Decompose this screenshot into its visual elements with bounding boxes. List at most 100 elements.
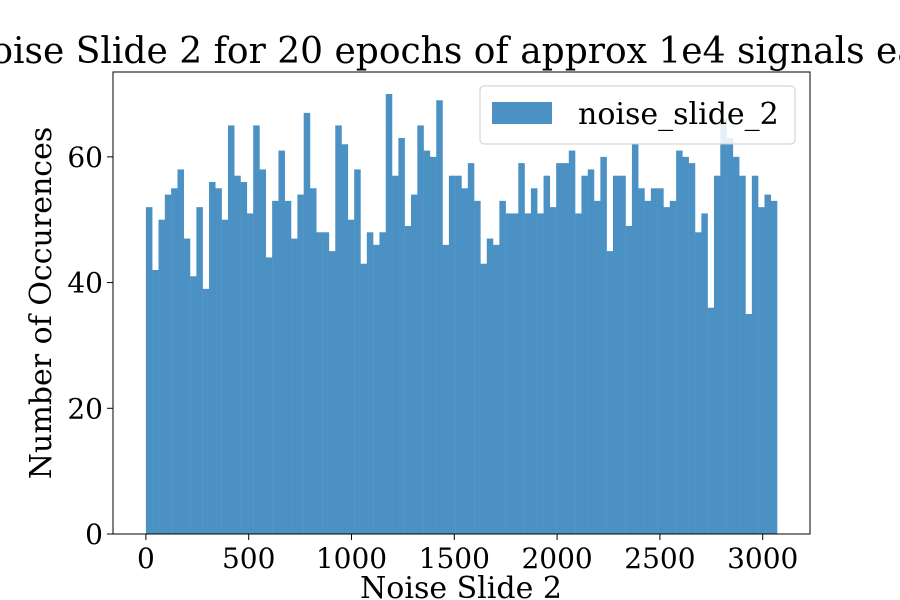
histogram-bar [303,112,311,535]
histogram-bar [196,207,203,534]
histogram-bar [726,138,734,534]
histogram-bar [316,232,323,535]
histogram-bar [373,244,380,535]
histogram-bar [360,263,368,534]
histogram-bar [436,100,443,534]
histogram-bar [152,270,159,534]
histogram-bar [562,163,569,534]
histogram-bar [328,251,336,534]
histogram-bar [663,207,670,534]
histogram-bar [695,232,702,535]
histogram-bar [676,150,683,534]
legend-box [479,85,796,145]
histogram-bar [650,188,658,535]
histogram-bar [631,144,639,535]
histogram-bar [265,257,273,534]
histogram-bar [606,251,614,534]
x-tick-label: 1000 [316,542,387,575]
histogram-bar [568,150,576,534]
histogram-bar [259,169,267,534]
histogram-bar [764,194,771,534]
histogram-bar [669,200,677,535]
histogram-bar [221,219,229,534]
histogram-bar [619,175,626,534]
histogram-bar [423,150,431,534]
x-tick-label: 2500 [624,542,695,575]
bars-group [145,94,778,535]
histogram-bar [499,200,506,535]
legend-label: noise_slide_2 [578,97,779,132]
histogram-bar [291,238,298,534]
histogram-bar [745,314,753,534]
histogram-bar [455,175,462,534]
histogram-bar [644,200,652,535]
y-axis-label: Number of Occurences [24,127,59,479]
histogram-bar [278,150,285,534]
histogram-bar [417,125,424,535]
histogram-bar [145,207,153,534]
x-tick-label: 2000 [521,542,592,575]
x-axis-ticks: 0 500 1000 1500 2000 2500 3000 [137,534,798,575]
histogram-bar [335,125,342,535]
histogram-bar [461,188,469,535]
histogram-bar [587,169,595,534]
histogram-bar [215,188,222,535]
y-tick-label: 40 [67,267,103,300]
legend-swatch [492,102,552,124]
histogram-bar [227,125,235,535]
histogram-bar [190,276,197,534]
histogram-bar [575,213,582,534]
histogram-bar [493,244,500,535]
histogram-bar [549,207,557,534]
y-tick-label: 60 [67,141,103,174]
histogram-bar [272,200,279,535]
histogram-bar [720,119,727,534]
histogram-bar [518,163,525,534]
histogram-bar [505,213,513,534]
plot-frame [112,71,811,535]
histogram-bar [366,232,374,535]
legend: noise_slide_2 [479,85,796,145]
x-tick-label: 3000 [727,542,798,575]
histogram-bar [253,125,260,535]
histogram-bar [385,94,393,534]
histogram-bar [581,175,588,534]
histogram-bar [448,175,456,534]
histogram-bar [486,238,494,534]
histogram-bar [688,163,696,534]
histogram-bar [347,219,355,534]
histogram-bar [625,226,633,534]
histogram-bar [209,182,216,534]
histogram-bar [530,188,538,535]
histogram-bar [770,200,778,535]
histogram-bar [758,207,765,534]
histogram-bar [246,213,254,534]
histogram-bar [713,175,721,534]
histogram-bar [158,219,166,534]
histogram-bar [297,194,304,534]
histogram-bar [240,182,248,534]
x-tick-label: 500 [222,542,275,575]
histogram-bar [707,307,715,534]
y-tick-label: 0 [85,518,103,551]
histogram-bar [594,200,601,535]
histogram-bar [751,175,759,534]
histogram-bar [379,232,386,535]
histogram-bar [600,156,607,535]
x-tick-label: 0 [137,542,155,575]
histogram-bar [392,175,399,534]
histogram-bar [556,163,563,534]
histogram-bar [474,200,481,535]
histogram-bar [202,288,210,534]
x-axis-label: Noise Slide 2 [360,571,562,600]
histogram-bar [322,232,330,535]
histogram-bar [398,138,405,534]
x-tick-label: 1500 [419,542,490,575]
histogram-bar [543,175,551,534]
histogram-bar [638,188,645,535]
histogram-bar [411,194,418,534]
histogram-bar [524,213,532,534]
histogram-bar [657,188,664,535]
histogram-bar [310,188,317,535]
